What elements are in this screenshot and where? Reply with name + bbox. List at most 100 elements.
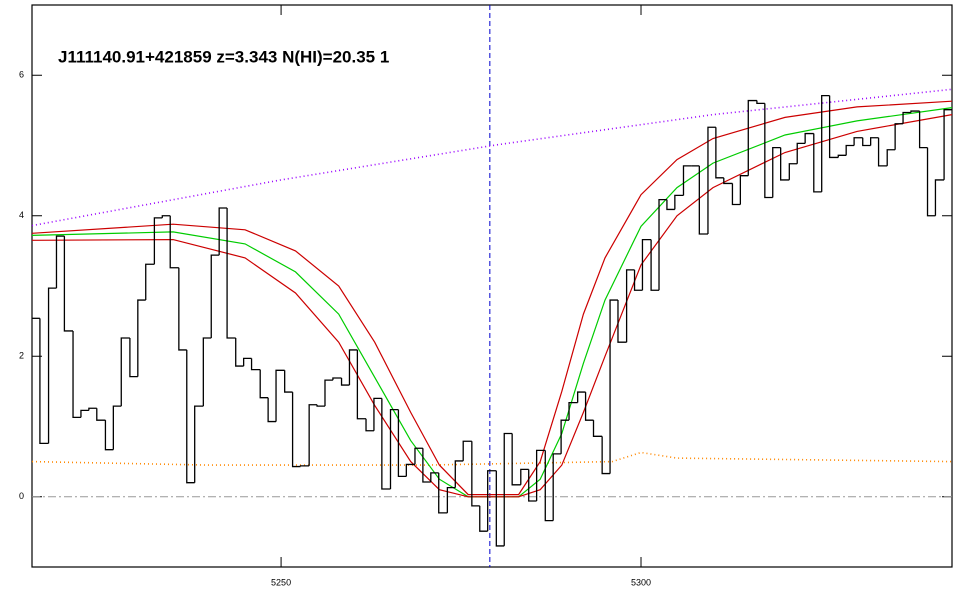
flux-bin — [446, 486, 456, 513]
flux-bin — [161, 215, 171, 218]
flux-bin — [877, 137, 888, 167]
flux-bin — [356, 349, 367, 420]
flux-bin — [886, 149, 896, 166]
flux-bin — [715, 127, 724, 179]
flux-bin — [503, 432, 513, 546]
flux-bin — [837, 154, 847, 158]
y-tick-label: 0 — [19, 491, 24, 501]
model-line — [31, 100, 953, 496]
flux-bin — [568, 401, 578, 421]
flux-bin — [210, 254, 220, 338]
flux-bin — [731, 183, 741, 206]
flux-bin — [934, 179, 945, 216]
flux-bin — [55, 235, 65, 289]
flux-bin — [414, 447, 423, 465]
flux-bin — [617, 300, 627, 343]
flux-bin — [862, 137, 871, 147]
flux-bin — [650, 239, 660, 291]
flux-bin — [291, 392, 301, 468]
flux-bin — [129, 337, 138, 378]
flux-bin — [389, 408, 399, 490]
flux-bin — [39, 318, 49, 445]
flux-bin — [609, 299, 618, 474]
flux-bin — [821, 94, 830, 192]
y-tick-label: 4 — [19, 210, 24, 220]
y-tick-label: 2 — [19, 351, 24, 361]
flux-bin — [870, 137, 879, 146]
flux-bin — [104, 420, 114, 451]
flux-bin — [674, 194, 684, 210]
flux-bin — [479, 505, 488, 532]
flux-bin — [422, 448, 431, 483]
flux-bin — [316, 404, 325, 407]
flux-bin — [658, 198, 667, 291]
flux-bin — [796, 142, 806, 164]
flux-bin — [397, 409, 407, 478]
flux-bin — [63, 236, 74, 332]
flux-bin — [112, 405, 122, 450]
plot-frame — [31, 4, 953, 568]
flux-bin — [47, 287, 57, 444]
flux-bin — [764, 103, 773, 199]
flux-bin — [633, 269, 643, 291]
flux-bin — [641, 238, 652, 291]
flux-bin — [120, 337, 130, 407]
flux-bin — [902, 111, 911, 124]
flux-bin — [242, 357, 252, 367]
flux-bin — [845, 144, 855, 156]
flux-bin — [178, 267, 187, 351]
flux-bin — [284, 370, 293, 393]
flux-bin — [853, 137, 863, 146]
flux-bin — [788, 163, 798, 180]
flux-bin — [528, 469, 537, 502]
flux-bin — [373, 397, 382, 431]
flux-bin — [739, 175, 749, 205]
flux-bin — [226, 208, 236, 339]
flux-bin — [943, 109, 952, 180]
flux-bin — [804, 132, 814, 144]
model-line — [31, 451, 953, 466]
flux-bin — [137, 299, 146, 377]
flux-bin — [332, 377, 342, 381]
flux-bin — [72, 330, 81, 419]
flux-bin — [348, 349, 358, 386]
flux-bin — [454, 460, 464, 488]
flux-bin — [495, 470, 505, 547]
model-line — [31, 107, 953, 498]
flux-bin — [747, 99, 757, 176]
flux-bin — [918, 111, 928, 149]
model-line — [31, 88, 953, 227]
flux-bin — [218, 207, 228, 256]
flux-bin — [723, 177, 733, 185]
flux-bin — [186, 349, 195, 484]
flux-bin — [535, 449, 546, 501]
flux-bin — [584, 392, 594, 421]
flux-bin — [682, 165, 692, 196]
flux-bin — [88, 407, 97, 411]
x-tick-label: 5300 — [631, 577, 651, 587]
flux-bin — [625, 269, 635, 343]
flux-bin — [601, 436, 611, 475]
x-tick-label: 5250 — [271, 577, 291, 587]
flux-bin — [698, 165, 708, 235]
flux-bin — [324, 379, 333, 407]
chart-title: J111140.91+421859 z=3.343 N(HI)=20.35 1 — [58, 47, 389, 66]
flux-bin — [80, 409, 89, 418]
flux-bin — [267, 397, 277, 423]
flux-bin — [520, 468, 529, 485]
y-tick-label: 6 — [19, 70, 24, 80]
flux-bin — [308, 404, 318, 466]
flux-bin — [299, 465, 310, 467]
flux-bin — [511, 433, 521, 486]
flux-bin — [552, 453, 562, 521]
flux-bin — [153, 217, 163, 265]
flux-bin — [145, 263, 155, 301]
flux-bin — [926, 147, 936, 217]
flux-bin — [471, 441, 480, 507]
model-line — [31, 114, 953, 498]
flux-bin — [772, 146, 781, 198]
flux-bin — [560, 419, 570, 454]
flux-bin — [910, 110, 920, 113]
